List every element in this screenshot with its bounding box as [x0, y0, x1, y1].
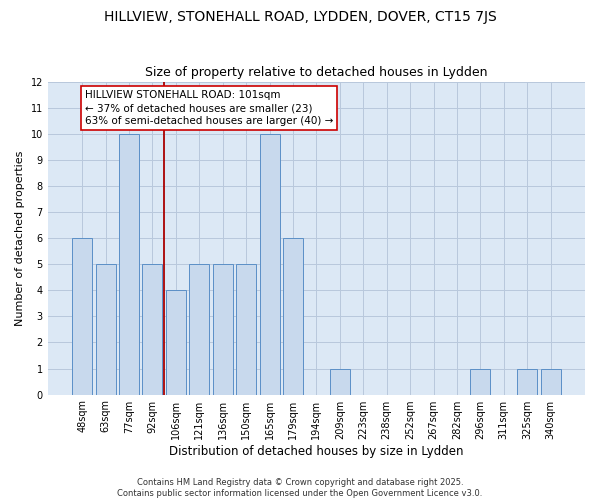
Title: Size of property relative to detached houses in Lydden: Size of property relative to detached ho… — [145, 66, 488, 80]
Bar — [119, 134, 139, 394]
Bar — [283, 238, 303, 394]
Text: Contains HM Land Registry data © Crown copyright and database right 2025.
Contai: Contains HM Land Registry data © Crown c… — [118, 478, 482, 498]
Bar — [72, 238, 92, 394]
Bar — [541, 368, 560, 394]
Bar — [166, 290, 186, 395]
Bar — [330, 368, 350, 394]
Bar — [213, 264, 233, 394]
Bar — [236, 264, 256, 394]
X-axis label: Distribution of detached houses by size in Lydden: Distribution of detached houses by size … — [169, 444, 464, 458]
Bar — [470, 368, 490, 394]
Y-axis label: Number of detached properties: Number of detached properties — [15, 150, 25, 326]
Bar — [142, 264, 163, 394]
Bar — [517, 368, 537, 394]
Text: HILLVIEW STONEHALL ROAD: 101sqm
← 37% of detached houses are smaller (23)
63% of: HILLVIEW STONEHALL ROAD: 101sqm ← 37% of… — [85, 90, 333, 126]
Bar — [95, 264, 116, 394]
Bar — [190, 264, 209, 394]
Text: HILLVIEW, STONEHALL ROAD, LYDDEN, DOVER, CT15 7JS: HILLVIEW, STONEHALL ROAD, LYDDEN, DOVER,… — [104, 10, 496, 24]
Bar — [260, 134, 280, 394]
